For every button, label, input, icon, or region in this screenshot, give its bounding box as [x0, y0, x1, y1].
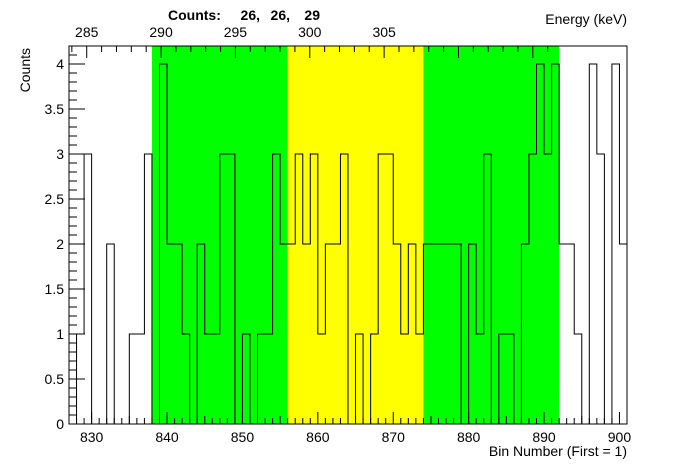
top-axis-ticks: 285 290 295 300 305 — [71, 24, 549, 58]
top-tick-label: 295 — [224, 24, 248, 40]
y-tick-label: 3 — [56, 146, 64, 162]
x-tick-label: 830 — [80, 429, 104, 445]
x-axis-ticks: 830 840 850 860 870 880 890 900 — [68, 412, 632, 445]
highlight-regions — [151, 46, 560, 424]
y-tick-label: 0.5 — [45, 371, 65, 387]
y-tick-label: 3.5 — [45, 101, 65, 117]
top-tick-label: 305 — [372, 24, 396, 40]
y-axis-label: Counts — [17, 48, 33, 92]
y-tick-label: 4 — [56, 56, 64, 72]
region-count-3: 29 — [304, 7, 320, 23]
x-tick-label: 890 — [532, 429, 556, 445]
x-tick-label: 860 — [306, 429, 330, 445]
top-tick-label: 300 — [298, 24, 322, 40]
histogram-series — [76, 63, 628, 425]
top-tick-label: 285 — [75, 24, 99, 40]
y-tick-label: 1 — [56, 326, 64, 342]
top-tick-label: 290 — [149, 24, 173, 40]
y-tick-label: 0 — [56, 416, 64, 432]
x-tick-label: 880 — [457, 429, 481, 445]
y-tick-label: 2.5 — [45, 191, 65, 207]
region-count-1: 26, — [241, 7, 260, 23]
histogram-line — [76, 63, 628, 425]
y-tick-label: 1.5 — [45, 281, 65, 297]
x-axis-label: Bin Number (First = 1) — [489, 443, 627, 459]
top-axis-label: Energy (keV) — [545, 11, 627, 27]
region-count-2: 26, — [271, 7, 290, 23]
x-tick-label: 900 — [608, 429, 632, 445]
y-axis-ticks: 0 0.5 1 1.5 2 2.5 3 3.5 4 — [45, 45, 85, 432]
x-tick-label: 840 — [155, 429, 179, 445]
y-tick-label: 2 — [56, 236, 64, 252]
chart-title-prefix: Counts: — [168, 7, 221, 23]
x-tick-label: 870 — [382, 429, 406, 445]
x-tick-label: 850 — [231, 429, 255, 445]
